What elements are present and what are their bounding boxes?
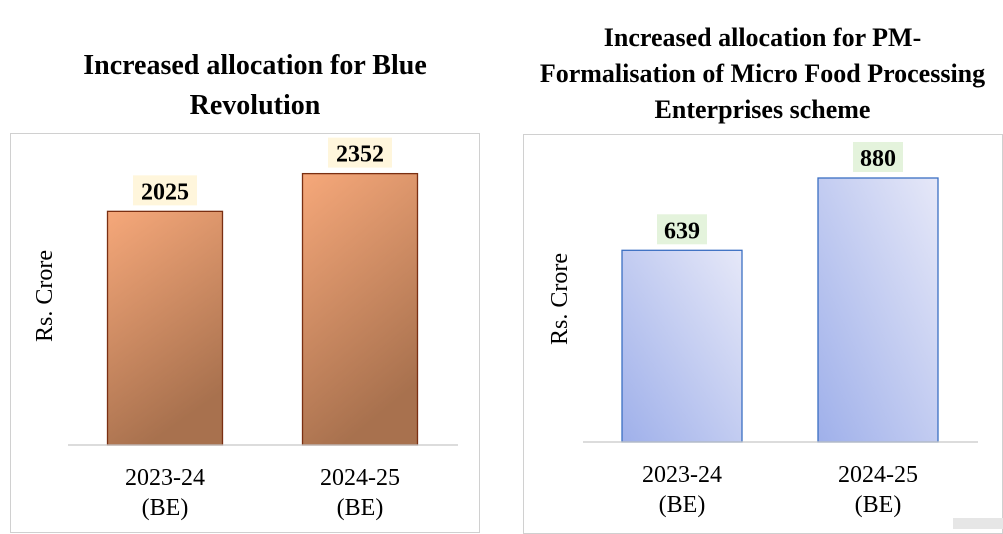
chart1-x-tick-label-1: 2023-24 (BE): [125, 465, 205, 521]
chart2-title-text: Increased allocation for PM-Formalisatio…: [539, 23, 986, 124]
chart1-data-label-2: 2352: [336, 142, 384, 168]
chart2-data-label-bg-1: [657, 214, 707, 245]
chart2-x-tick-label-1: 2023-24 (BE): [642, 462, 722, 518]
chart2-bar-1: [621, 249, 743, 443]
chart2-bar-2: [817, 177, 939, 443]
chart1-data-label-bg-2: [328, 137, 392, 168]
chart2-data-label-2: 880: [860, 146, 896, 172]
chart1-x-tick-label-2: 2024-25 (BE): [320, 465, 400, 521]
chart1-bar-1: [106, 210, 224, 446]
chart1-title: Increased allocation for Blue Revolution: [40, 46, 470, 126]
chart1-data-label-bg-1: [133, 175, 197, 206]
chart1-title-text: Increased allocation for Blue Revolution: [83, 50, 427, 121]
chart2-data-label-bg-2: [853, 142, 903, 172]
chart2-y-axis-label: Rs. Crore: [547, 253, 573, 345]
corner-tab: [953, 518, 1003, 529]
chart1-bar-2: [301, 172, 419, 446]
chart1-y-axis-label: Rs. Crore: [32, 250, 58, 342]
chart2-title: Increased allocation for PM-Formalisatio…: [530, 20, 995, 128]
chart2-data-label-1: 639: [664, 218, 700, 244]
chart2-x-tick-label-2: 2024-25 (BE): [838, 462, 918, 518]
chart1-data-label-1: 2025: [141, 179, 189, 205]
